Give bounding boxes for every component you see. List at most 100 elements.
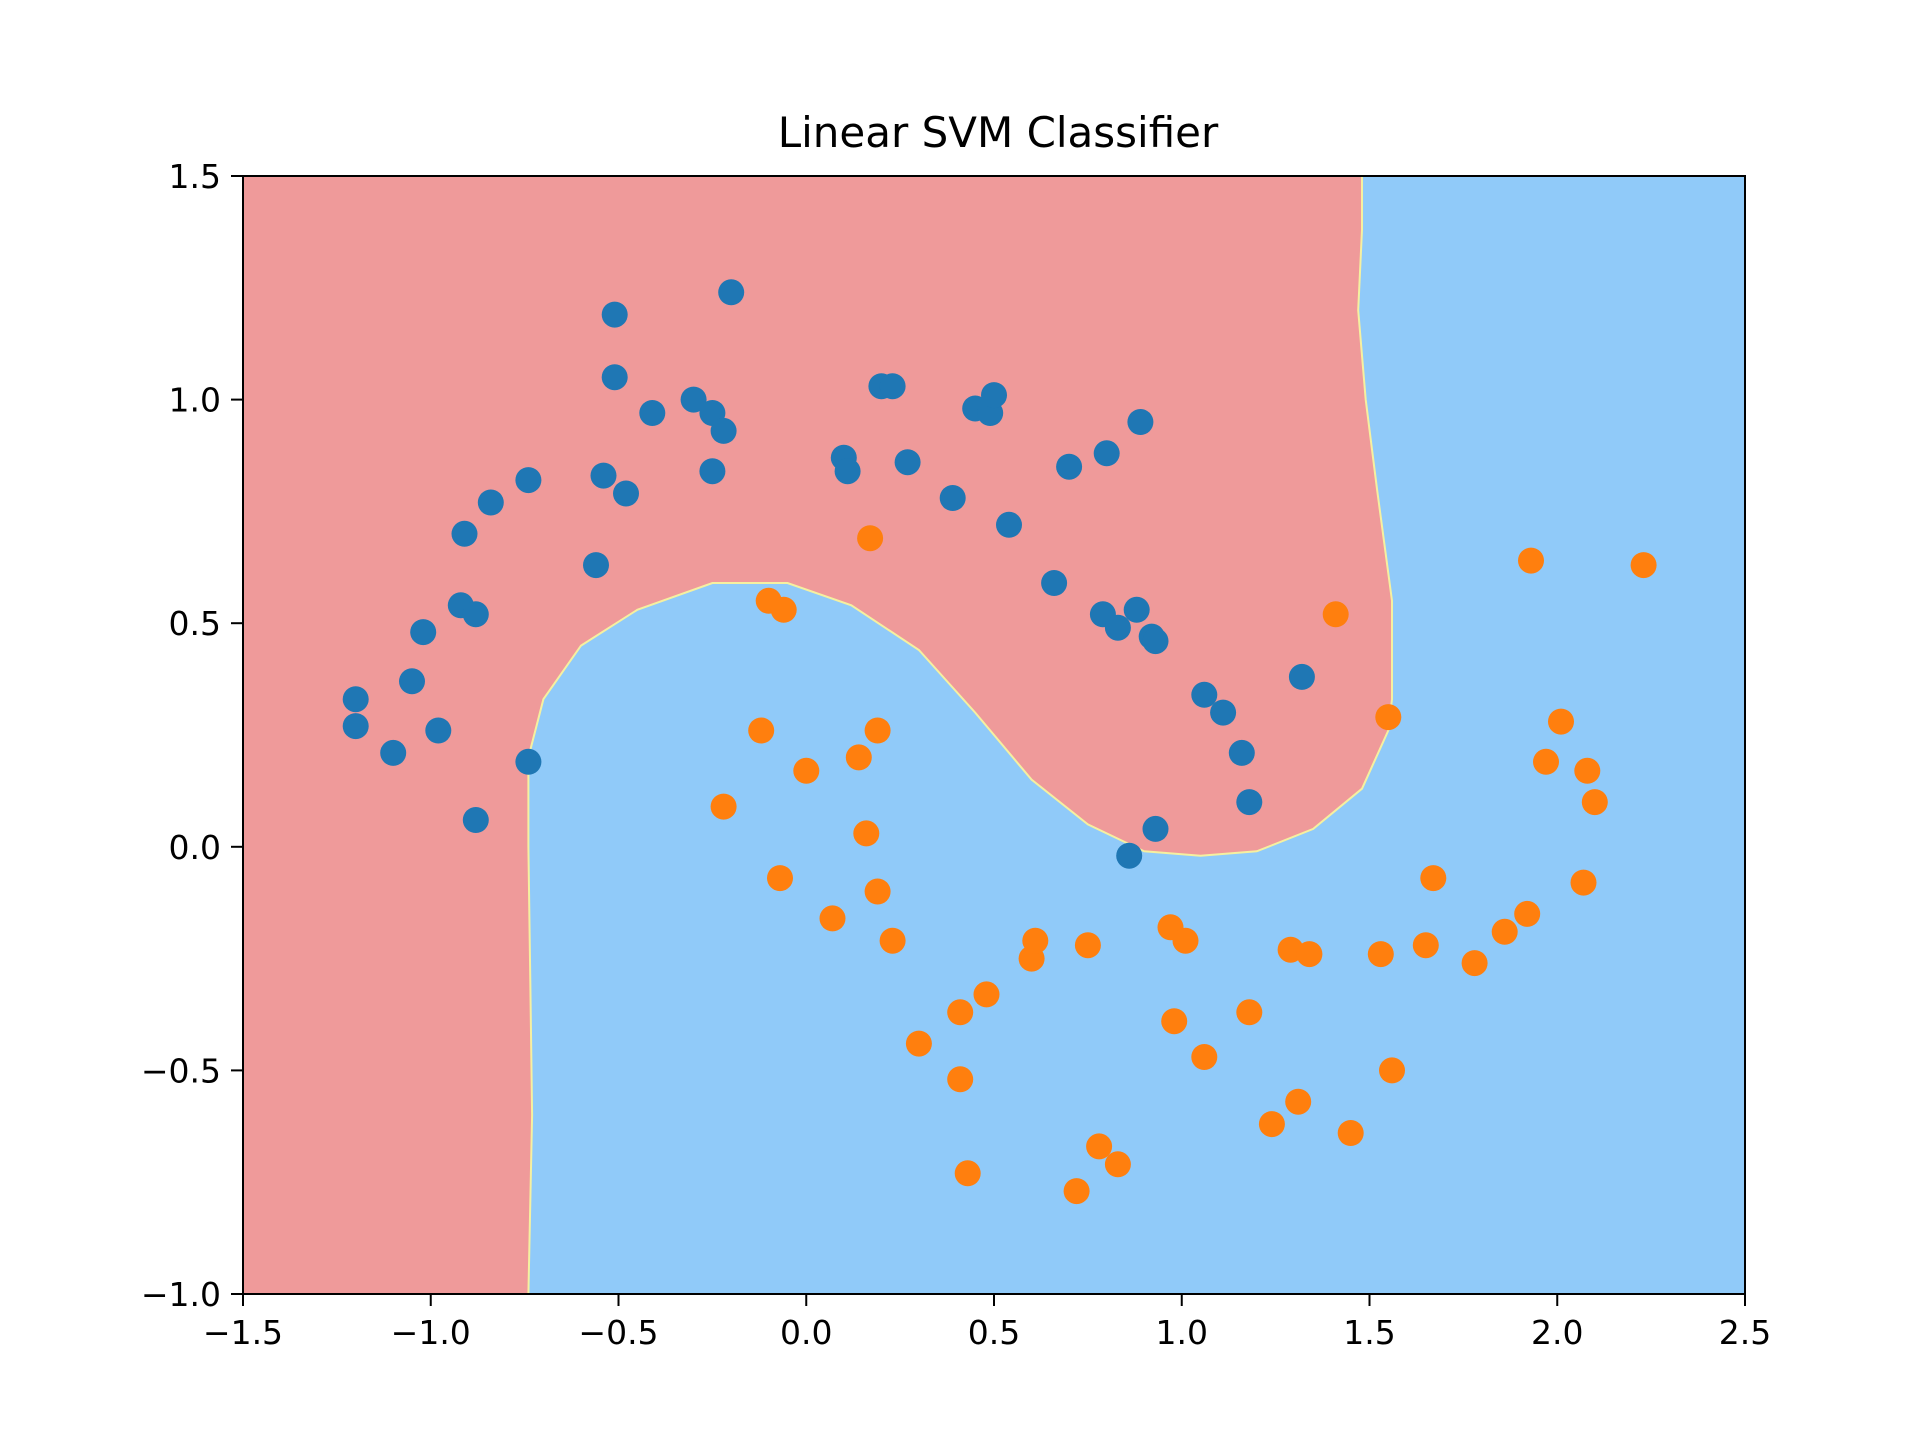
scatter-point-class1 (1570, 869, 1597, 896)
scatter-point-class1 (1533, 748, 1559, 775)
scatter-point-class1 (1375, 704, 1402, 731)
scatter-point-class0 (601, 364, 628, 391)
scatter-point-class0 (1142, 815, 1169, 842)
scatter-point-class1 (864, 717, 891, 744)
scatter-point-class0 (1127, 409, 1154, 435)
y-axis: −1.0 −0.5 0.0 0.5 1.0 1.5 (141, 157, 243, 1314)
scatter-point-class1 (1236, 999, 1263, 1026)
scatter-point-class1 (1285, 1088, 1312, 1115)
x-tick-label: 0.0 (780, 1313, 832, 1352)
scatter-points (342, 279, 1657, 1205)
x-tick-label: −0.5 (578, 1313, 658, 1352)
scatter-point-class1 (1379, 1057, 1405, 1084)
scatter-point-class1 (1172, 927, 1199, 954)
scatter-point-class1 (1086, 1133, 1113, 1160)
scatter-point-class0 (939, 485, 966, 511)
scatter-point-class1 (1322, 601, 1349, 628)
scatter-point-class0 (380, 739, 407, 766)
scatter-point-class0 (410, 619, 437, 646)
x-tick-label: 2.0 (1531, 1313, 1583, 1352)
scatter-point-class1 (845, 744, 872, 771)
scatter-point-class0 (1056, 453, 1083, 480)
scatter-point-class1 (973, 981, 1000, 1008)
scatter-point-class1 (879, 927, 906, 954)
scatter-point-class1 (1191, 1044, 1218, 1070)
scatter-point-class1 (947, 999, 974, 1026)
scatter-point-class0 (425, 717, 452, 744)
scatter-point-class0 (1228, 739, 1255, 766)
scatter-point-class1 (853, 820, 880, 847)
scatter-point-class0 (699, 458, 726, 485)
scatter-point-class1 (1063, 1178, 1090, 1205)
scatter-point-class0 (601, 301, 628, 328)
scatter-point-class0 (639, 400, 666, 426)
scatter-point-class0 (1123, 596, 1150, 623)
scatter-point-class1 (1258, 1111, 1285, 1138)
scatter-point-class0 (996, 511, 1022, 538)
scatter-point-class0 (399, 668, 425, 695)
scatter-point-class1 (1574, 757, 1601, 784)
scatter-point-class1 (1104, 1151, 1131, 1178)
x-tick-label: 2.5 (1719, 1313, 1771, 1352)
scatter-point-class0 (342, 713, 369, 740)
scatter-point-class0 (1093, 440, 1120, 467)
scatter-point-class0 (590, 462, 617, 489)
scatter-point-class0 (1191, 681, 1218, 708)
scatter-point-class0 (1210, 699, 1237, 726)
scatter-point-class0 (613, 480, 639, 507)
y-tick-label: 0.0 (169, 828, 221, 867)
scatter-point-class0 (515, 748, 542, 775)
scatter-point-class0 (1288, 663, 1315, 690)
scatter-point-class1 (1296, 941, 1323, 968)
scatter-point-class1 (710, 793, 737, 820)
x-axis: −1.5 −1.0 −0.5 0.0 0.5 1.0 1.5 2.0 2.5 (203, 1294, 1771, 1352)
scatter-point-class1 (767, 865, 793, 892)
scatter-point-class0 (451, 520, 478, 547)
scatter-point-class1 (770, 596, 797, 623)
scatter-point-class1 (1022, 927, 1049, 954)
scatter-point-class1 (1514, 900, 1541, 927)
scatter-point-class1 (1581, 789, 1608, 816)
x-tick-label: 0.5 (968, 1313, 1020, 1352)
y-tick-label: −0.5 (141, 1051, 221, 1090)
scatter-point-class0 (462, 807, 489, 833)
scatter-point-class1 (819, 905, 846, 932)
scatter-point-class0 (894, 449, 921, 476)
scatter-point-class0 (462, 601, 489, 628)
scatter-point-class1 (857, 525, 884, 552)
x-tick-label: 1.5 (1343, 1313, 1395, 1352)
scatter-point-class1 (1518, 547, 1544, 574)
scatter-point-class0 (834, 458, 861, 485)
scatter-point-class0 (1142, 628, 1169, 655)
scatter-point-class1 (864, 878, 891, 905)
chart-title: Linear SVM Classifier (778, 108, 1219, 157)
scatter-point-class1 (1491, 918, 1518, 945)
scatter-point-class1 (947, 1066, 974, 1093)
plot-area (243, 176, 1745, 1294)
scatter-point-class1 (748, 717, 775, 744)
scatter-point-class0 (583, 552, 609, 579)
scatter-point-class0 (477, 489, 504, 516)
y-tick-label: 1.5 (169, 157, 221, 196)
scatter-point-class0 (515, 467, 542, 494)
scatter-point-class1 (1161, 1008, 1188, 1035)
scatter-point-class1 (1420, 865, 1447, 892)
scatter-point-class1 (1412, 932, 1439, 959)
scatter-point-class1 (1630, 552, 1657, 579)
y-tick-label: 0.5 (169, 604, 221, 643)
scatter-point-class0 (1041, 570, 1068, 596)
scatter-point-class1 (1461, 950, 1488, 977)
scatter-point-class0 (1236, 789, 1263, 816)
scatter-point-class1 (1074, 932, 1101, 959)
scatter-point-class1 (1367, 941, 1394, 968)
scatter-point-class0 (879, 373, 906, 400)
x-tick-label: −1.0 (391, 1313, 471, 1352)
scatter-point-class0 (981, 382, 1007, 409)
scatter-point-class1 (1548, 708, 1574, 735)
y-tick-label: 1.0 (169, 381, 221, 420)
scatter-point-class0 (1104, 614, 1131, 641)
scatter-point-class0 (1116, 842, 1143, 869)
scatter-point-class1 (793, 757, 820, 784)
y-tick-label: −1.0 (141, 1275, 221, 1314)
